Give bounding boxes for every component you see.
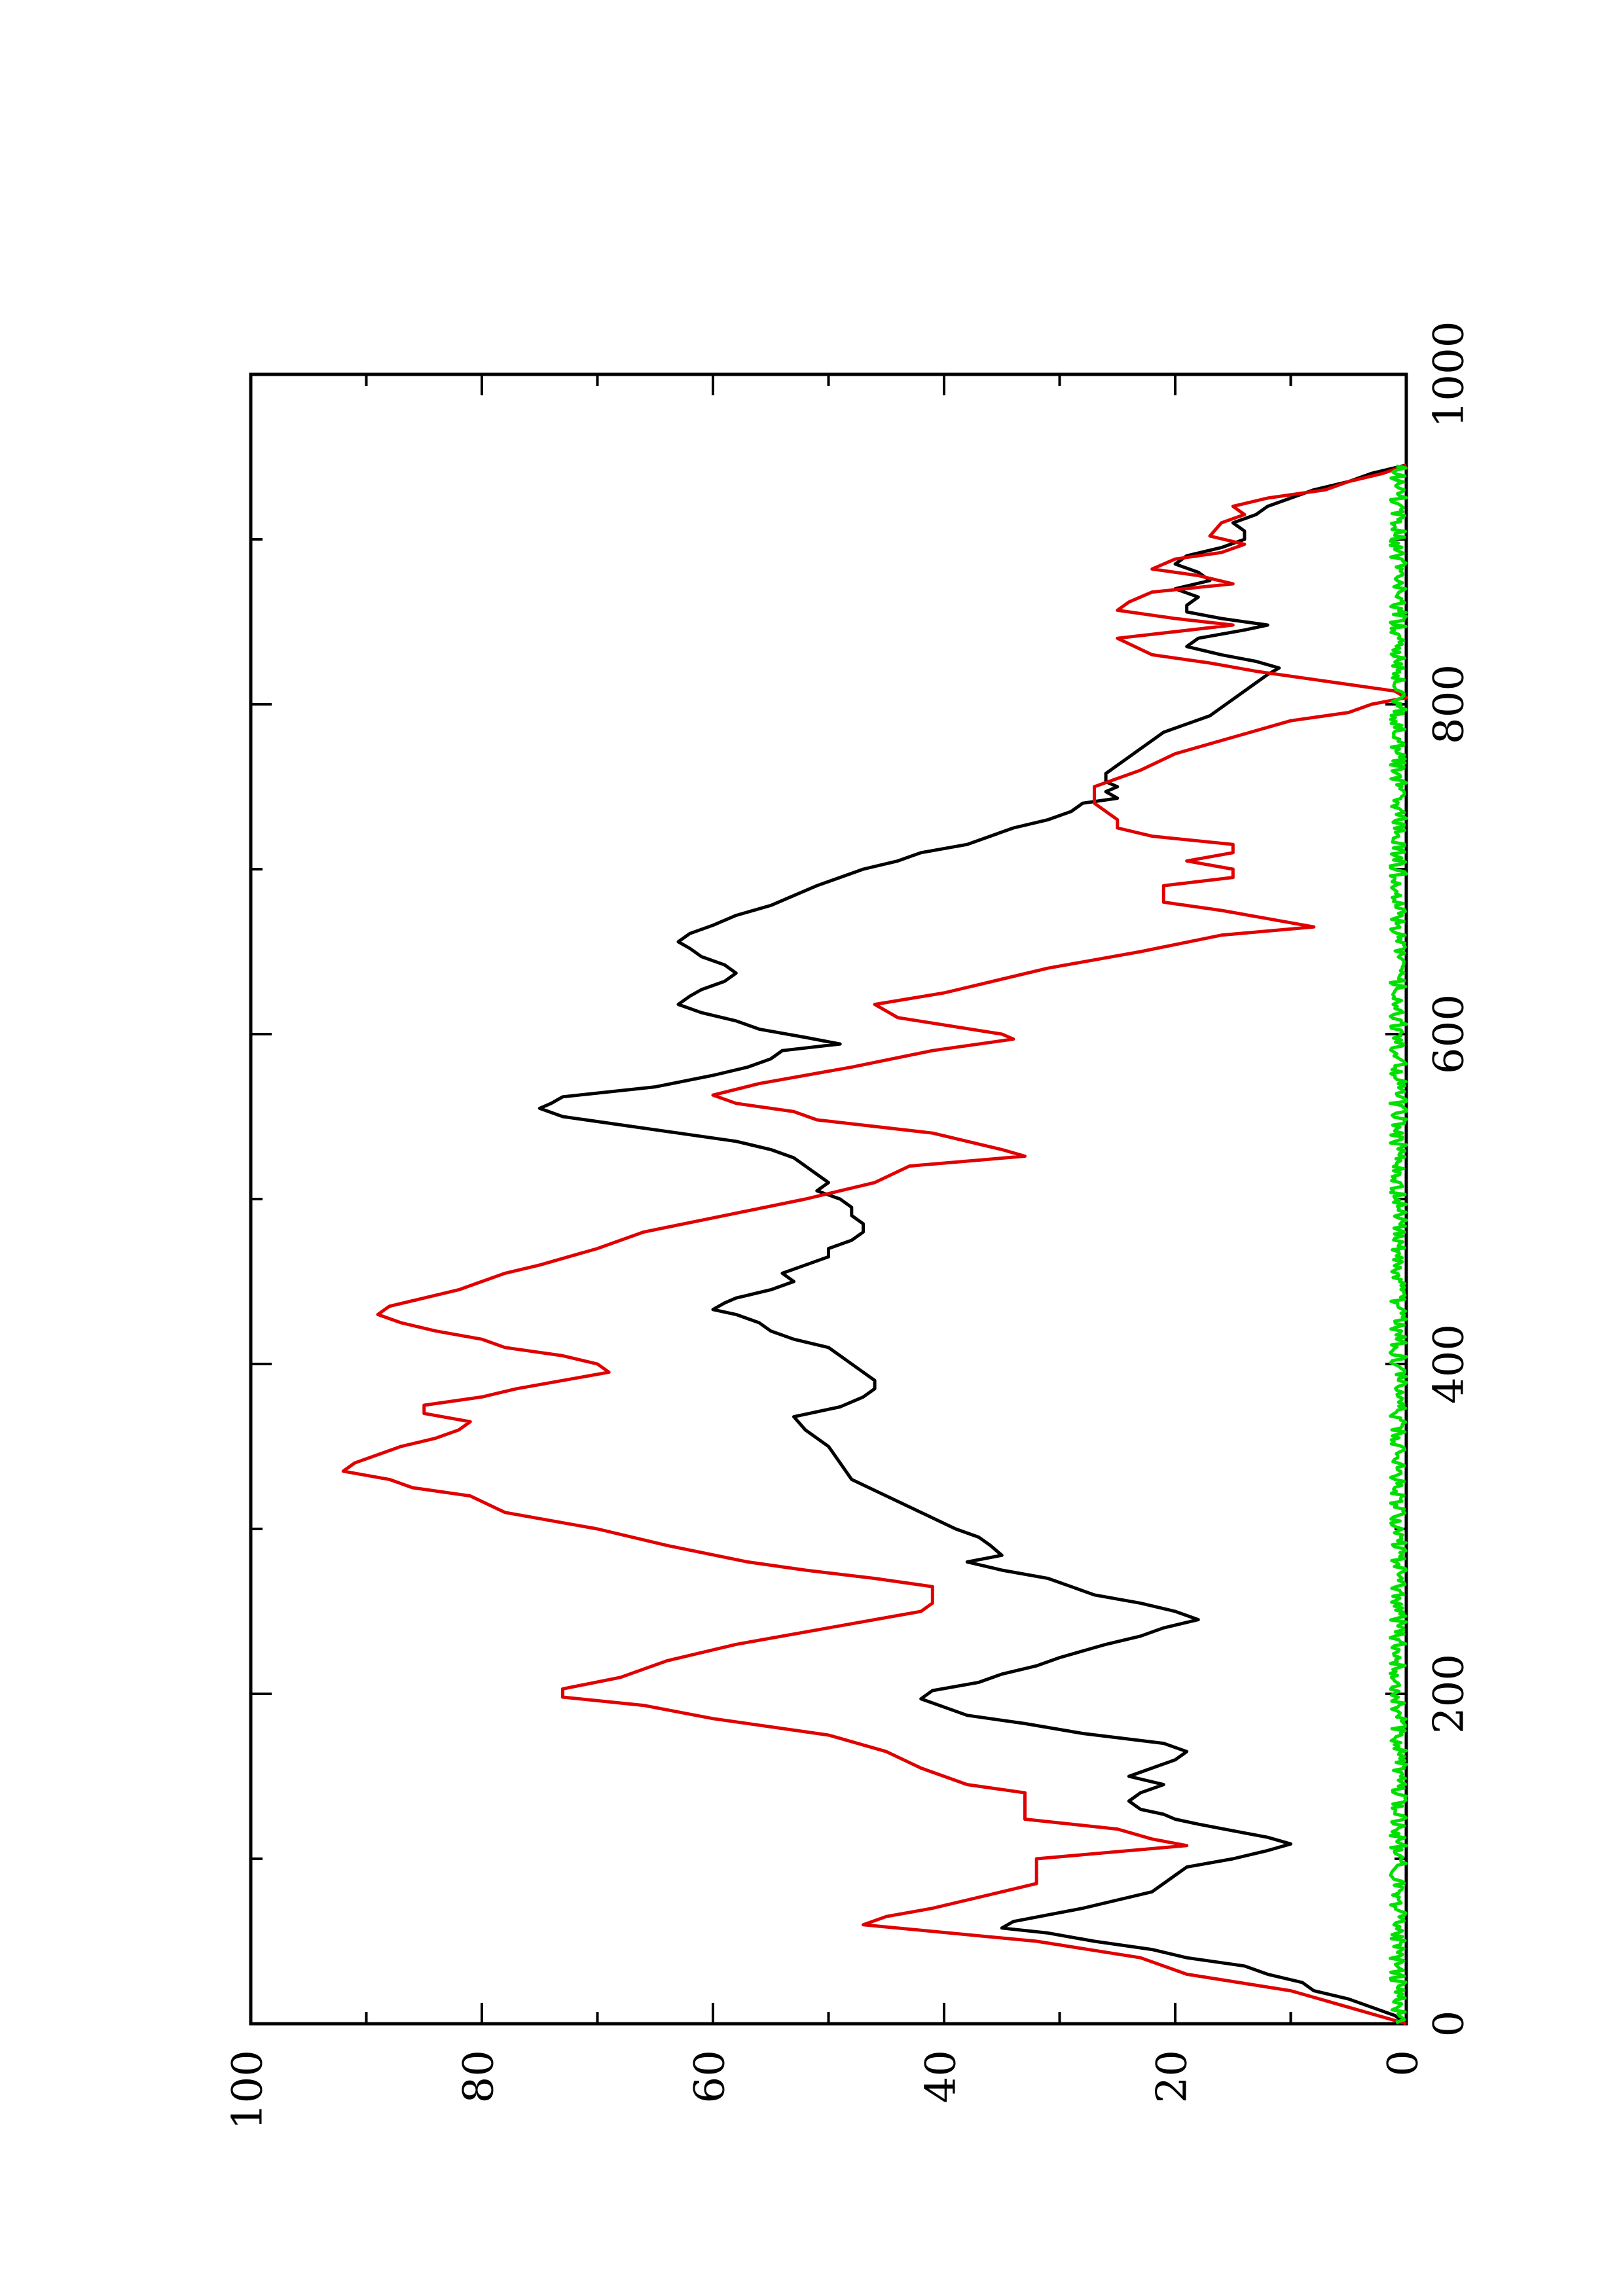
series-line-3 xyxy=(1388,464,1408,2025)
series-line-1 xyxy=(538,463,1408,2026)
y-tick-label: 100 xyxy=(224,2050,272,2130)
x-tick-label: 400 xyxy=(1425,1324,1474,1404)
series-line-2 xyxy=(341,463,1408,2026)
y-tick-label: 80 xyxy=(455,2050,503,2103)
y-tick-label: 0 xyxy=(1379,2050,1428,2077)
series-group xyxy=(341,463,1408,2026)
y-tick-label: 20 xyxy=(1148,2050,1197,2103)
x-tick-label: 600 xyxy=(1425,994,1474,1074)
y-tick-label: 60 xyxy=(686,2050,735,2103)
y-tick-label: 40 xyxy=(917,2050,966,2103)
x-tick-label: 800 xyxy=(1425,664,1474,744)
x-tick-label: 0 xyxy=(1425,2011,1474,2037)
x-tick-label: 200 xyxy=(1425,1654,1474,1734)
x-tick-label: 1000 xyxy=(1425,321,1474,428)
tick-labels: 0 200 400 600 800 1000 0 20 40 60 80 100 xyxy=(224,321,1474,2130)
